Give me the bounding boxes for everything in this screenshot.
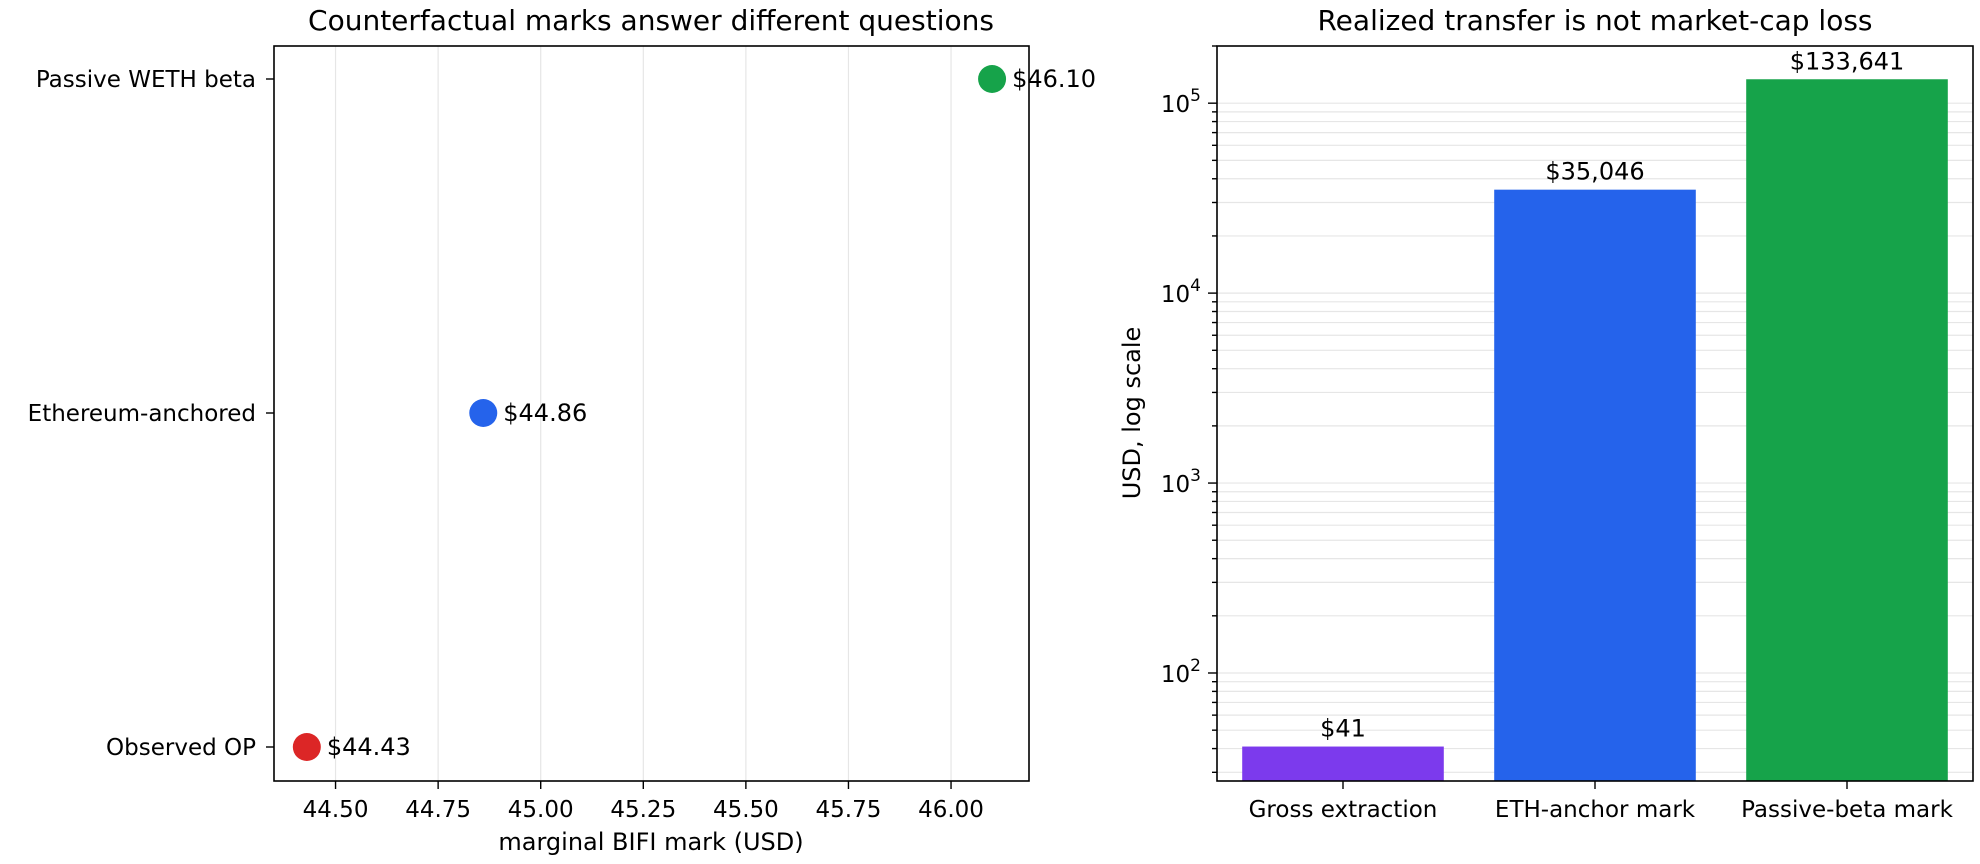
bar xyxy=(1494,189,1696,781)
right-y-axis-label: USD, log scale xyxy=(1118,327,1146,500)
left-points: $46.10 $44.86 $44.43 xyxy=(292,65,1096,761)
right-y-ticks: 102 103 104 105 xyxy=(1161,45,1217,774)
data-point xyxy=(292,733,321,761)
data-label: $44.43 xyxy=(327,733,411,761)
y-tick-label: 102 xyxy=(1161,656,1201,688)
left-panel: Counterfactual marks answer different qu… xyxy=(28,4,1096,856)
y-tick-label: 104 xyxy=(1161,276,1201,308)
x-tick-label: Passive-beta mark xyxy=(1741,797,1953,823)
x-tick-label: 45.75 xyxy=(816,797,882,823)
data-label: $46.10 xyxy=(1012,65,1096,93)
left-gridlines xyxy=(334,46,952,781)
bar-value-label: $41 xyxy=(1320,715,1366,743)
right-x-ticks: Gross extraction ETH-anchor mark Passive-b… xyxy=(1249,781,1954,823)
x-tick-label: 45.50 xyxy=(713,797,779,823)
data-point xyxy=(469,399,498,427)
left-x-axis-label: marginal BIFI mark (USD) xyxy=(498,828,803,856)
data-point xyxy=(978,65,1007,93)
y-tick-label: Ethereum-anchored xyxy=(28,401,256,427)
right-chart-title: Realized transfer is not market-cap loss xyxy=(1317,4,1872,37)
left-plot-frame xyxy=(273,45,1030,782)
x-tick-label: 45.25 xyxy=(610,797,676,823)
bar-value-label: $35,046 xyxy=(1545,158,1644,186)
data-label: $44.86 xyxy=(503,399,587,427)
bar xyxy=(1242,746,1444,781)
y-tick-label: 105 xyxy=(1161,86,1201,118)
x-tick-label: 44.50 xyxy=(303,797,369,823)
x-tick-label: Gross extraction xyxy=(1249,797,1438,823)
right-panel: Realized transfer is not market-cap loss… xyxy=(1118,4,1974,823)
bar xyxy=(1746,79,1948,781)
x-tick-label: 46.00 xyxy=(918,797,984,823)
left-chart-title: Counterfactual marks answer different qu… xyxy=(308,4,994,37)
y-tick-label: Observed OP xyxy=(106,735,256,761)
bar-value-label: $133,641 xyxy=(1790,47,1905,75)
x-tick-label: 45.00 xyxy=(508,797,574,823)
left-y-ticks: Passive WETH beta Ethereum-anchored Observ… xyxy=(28,67,274,761)
right-bars: $41 $35,046 $133,641 xyxy=(1242,47,1948,781)
x-tick-label: ETH-anchor mark xyxy=(1495,797,1696,823)
left-x-ticks: 44.50 44.75 45.00 45.25 45.50 45.75 46.00 xyxy=(303,781,984,823)
y-tick-label: Passive WETH beta xyxy=(36,67,256,93)
y-tick-label: 103 xyxy=(1161,466,1201,498)
x-tick-label: 44.75 xyxy=(405,797,471,823)
